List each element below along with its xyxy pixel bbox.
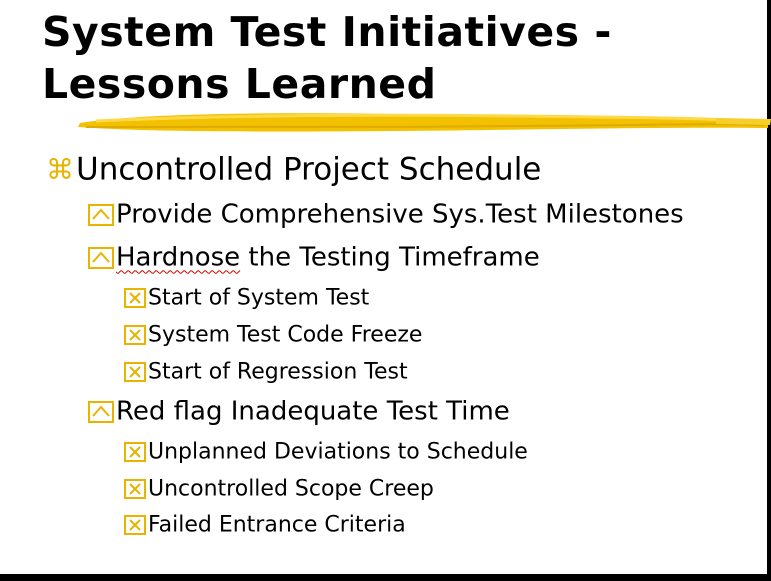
bullet-level2-timeframe: Hardnose the Testing Timeframe [88,242,540,273]
x-box-icon [124,288,146,308]
x-box-icon [124,442,146,462]
x-box-icon [124,515,146,535]
command-key-icon: ⌘ [46,153,74,186]
caret-box-icon [88,203,114,226]
bullet-level3-start-system-test: Start of System Test [124,285,369,311]
bullet-level3-code-freeze: System Test Code Freeze [124,322,422,348]
bullet-level2-milestones: Provide Comprehensive Sys.Test Milestone… [88,199,684,230]
caret-box-icon [88,400,114,423]
x-box-icon [124,362,146,382]
bullet-level3-deviations: Unplanned Deviations to Schedule [124,439,528,465]
bullet-level3-regression-test: Start of Regression Test [124,359,408,385]
title-line-2: Lessons Learned [42,60,437,108]
x-box-icon [124,325,146,345]
bullet-level3-entrance-criteria: Failed Entrance Criteria [124,512,406,538]
bullet-level2-red-flag: Red flag Inadequate Test Time [88,396,510,427]
bullet-level1-schedule: ⌘Uncontrolled Project Schedule [46,151,542,188]
title-line-1: System Test Initiatives - [42,8,612,56]
bullet-level3-scope-creep: Uncontrolled Scope Creep [124,476,434,502]
spellcheck-word: Hardnose [116,242,241,273]
brush-stroke-divider [78,113,771,132]
slide-title: System Test Initiatives - Lessons Learne… [42,6,742,110]
caret-box-icon [88,246,114,269]
x-box-icon [124,479,146,499]
